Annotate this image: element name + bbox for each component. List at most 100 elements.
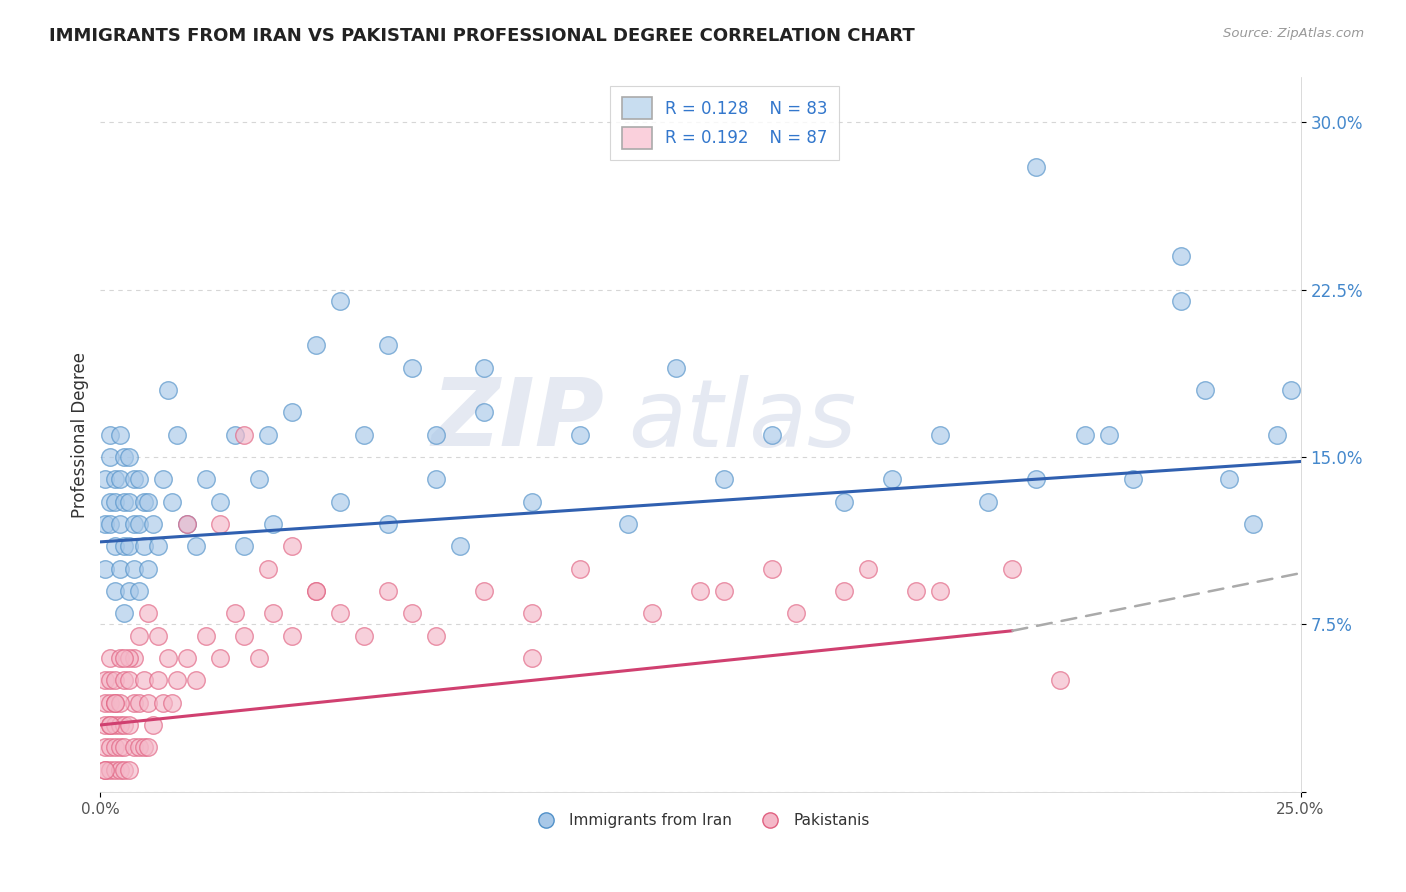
Point (377, 516, 399, 531)
Point (665, 360, 688, 375)
Point (785, 607, 807, 621)
Point (122, 696, 145, 710)
Point (112, 673, 135, 688)
Point (522, 494, 544, 508)
Point (138, 740, 160, 755)
Point (98, 651, 121, 665)
Point (98, 696, 121, 710)
Point (98, 494, 121, 508)
Point (257, 427, 280, 442)
Point (233, 539, 256, 553)
Point (305, 584, 328, 599)
Point (94, 763, 117, 777)
Point (474, 360, 496, 375)
Point (353, 427, 375, 442)
Point (122, 472, 145, 486)
Point (353, 629, 375, 643)
Point (305, 584, 328, 599)
Point (98, 427, 121, 442)
Point (1241, 516, 1264, 531)
Point (98, 516, 121, 531)
Point (98, 718, 121, 732)
Point (176, 516, 198, 531)
Text: atlas: atlas (628, 375, 856, 466)
Point (233, 427, 256, 442)
Point (112, 450, 135, 464)
Point (122, 562, 145, 576)
Point (118, 651, 141, 665)
Point (1001, 562, 1024, 576)
Point (142, 516, 165, 531)
Point (474, 405, 496, 419)
Point (262, 516, 284, 531)
Point (162, 494, 184, 508)
Point (128, 472, 150, 486)
Point (128, 740, 150, 755)
Point (104, 539, 127, 553)
Point (138, 494, 160, 508)
Point (186, 539, 208, 553)
Point (94, 740, 117, 755)
Point (146, 673, 169, 688)
Point (176, 516, 198, 531)
Point (152, 696, 174, 710)
Point (118, 763, 141, 777)
Point (194, 629, 217, 643)
Point (377, 338, 399, 352)
Point (108, 696, 131, 710)
Point (834, 584, 856, 599)
Point (112, 763, 135, 777)
Point (233, 629, 256, 643)
Point (281, 539, 304, 553)
Point (929, 427, 952, 442)
Point (425, 472, 447, 486)
Point (209, 516, 232, 531)
Point (94, 763, 117, 777)
Point (713, 584, 735, 599)
Point (132, 539, 155, 553)
Point (104, 494, 127, 508)
Point (104, 740, 127, 755)
Point (146, 629, 169, 643)
Point (329, 494, 352, 508)
Point (262, 607, 284, 621)
Point (98, 718, 121, 732)
Point (166, 427, 188, 442)
Point (108, 718, 131, 732)
Point (94, 718, 117, 732)
Point (1073, 427, 1095, 442)
Point (977, 494, 1000, 508)
Point (138, 562, 160, 576)
Point (156, 383, 179, 397)
Point (112, 740, 135, 755)
Point (132, 673, 155, 688)
Y-axis label: Professional Degree: Professional Degree (72, 351, 89, 517)
Point (882, 472, 904, 486)
Point (194, 472, 217, 486)
Point (281, 405, 304, 419)
Point (122, 516, 145, 531)
Point (108, 427, 131, 442)
Point (1049, 673, 1071, 688)
Point (98, 763, 121, 777)
Point (449, 539, 471, 553)
Point (108, 651, 131, 665)
Point (108, 516, 131, 531)
Point (247, 472, 270, 486)
Point (112, 718, 135, 732)
Point (617, 516, 640, 531)
Point (142, 718, 165, 732)
Point (128, 516, 150, 531)
Point (1170, 249, 1192, 263)
Point (1025, 472, 1047, 486)
Point (425, 427, 447, 442)
Point (94, 696, 117, 710)
Point (108, 472, 131, 486)
Point (104, 718, 127, 732)
Point (94, 516, 117, 531)
Point (104, 472, 127, 486)
Point (377, 584, 399, 599)
Text: ZIP: ZIP (432, 375, 605, 467)
Point (689, 584, 711, 599)
Text: Source: ZipAtlas.com: Source: ZipAtlas.com (1223, 27, 1364, 40)
